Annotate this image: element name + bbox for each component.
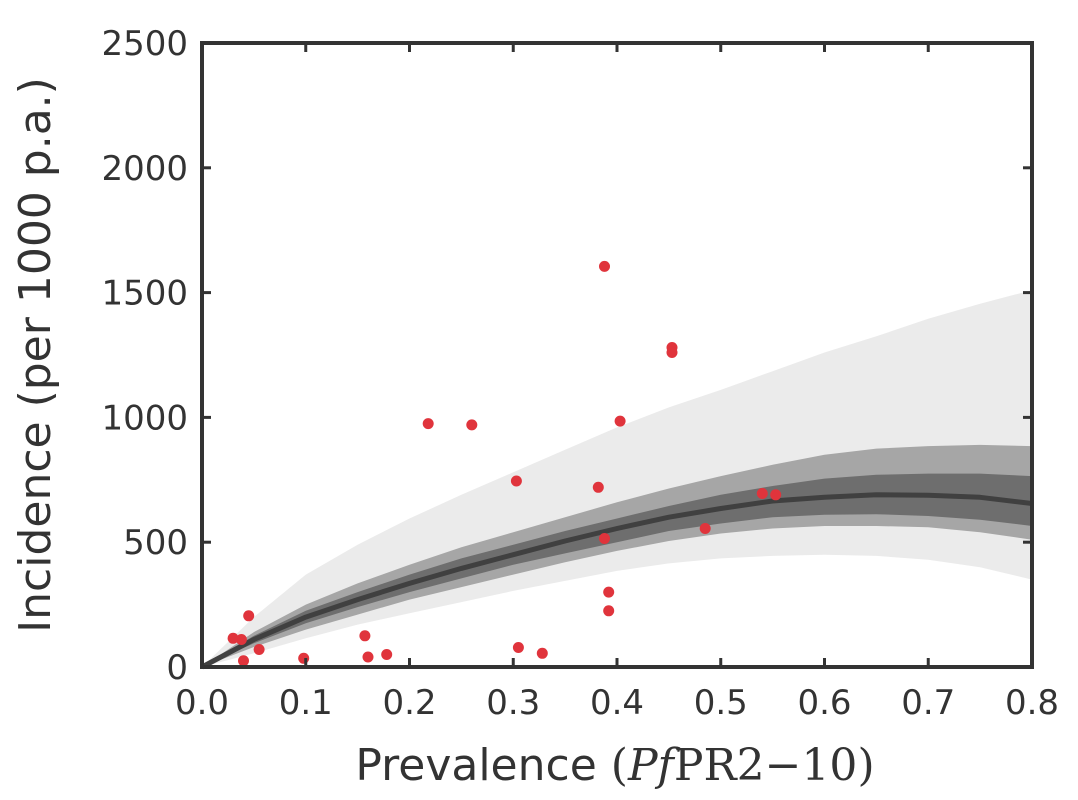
y-tick-label: 1000 <box>101 398 188 438</box>
x-tick-label: 0.5 <box>694 683 748 723</box>
data-point <box>235 634 247 645</box>
x-axis-label-math-italic: Pf <box>627 740 681 791</box>
data-point <box>666 347 678 358</box>
y-tick-label: 1500 <box>101 274 188 314</box>
y-tick-label: 0 <box>166 648 188 688</box>
x-axis-label-math-rest: PR2−10 <box>674 740 858 791</box>
data-point <box>599 533 610 544</box>
x-axis-label: Prevalence (PfPR2−10) <box>355 740 874 791</box>
data-point <box>466 419 478 431</box>
data-point <box>422 418 434 430</box>
y-axis-label: Incidence (per 1000 p.a.) <box>10 77 61 633</box>
data-point <box>614 415 626 427</box>
uncertainty-bands <box>202 290 1032 667</box>
data-point <box>699 523 711 534</box>
data-point <box>770 489 782 501</box>
x-tick-label: 0.7 <box>901 683 955 723</box>
median-line <box>200 492 1033 670</box>
data-point <box>592 481 604 493</box>
x-tick-label: 0.1 <box>279 683 333 723</box>
data-point <box>510 475 522 487</box>
data-point <box>227 632 239 644</box>
median-line-group <box>200 492 1033 670</box>
x-tick-label: 0.6 <box>797 683 851 723</box>
y-axis-ticks: 0 500 1000 1500 2000 2500 <box>101 24 1032 688</box>
data-point <box>238 655 249 667</box>
y-tick-label: 500 <box>123 523 188 563</box>
x-tick-label: 0.8 <box>1005 683 1059 723</box>
x-axis-ticks: 0.0 0.1 0.2 0.3 0.4 0.5 0.6 0.7 0.8 <box>175 43 1059 723</box>
band-inner <box>202 473 1032 667</box>
x-tick-label: 0.4 <box>590 683 644 723</box>
x-tick-label: 0.0 <box>175 683 229 723</box>
data-point <box>243 610 255 622</box>
data-point <box>536 647 548 659</box>
data-point <box>512 642 524 653</box>
data-point <box>381 649 393 660</box>
data-point <box>359 630 371 642</box>
data-point <box>298 652 310 664</box>
data-point <box>603 586 615 598</box>
data-point <box>603 605 615 617</box>
x-axis-label-text: Prevalence <box>355 740 596 791</box>
data-point <box>756 488 768 499</box>
data-point <box>599 260 610 272</box>
x-tick-label: 0.2 <box>382 683 436 723</box>
y-tick-label: 2000 <box>101 149 188 189</box>
data-point <box>253 644 265 655</box>
x-tick-label: 0.3 <box>486 683 540 723</box>
data-point <box>362 651 374 663</box>
y-tick-label: 2500 <box>101 24 188 64</box>
